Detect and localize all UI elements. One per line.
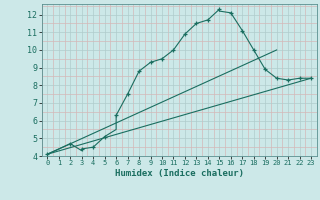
X-axis label: Humidex (Indice chaleur): Humidex (Indice chaleur)	[115, 169, 244, 178]
